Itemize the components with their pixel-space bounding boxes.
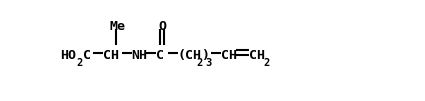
Text: NH: NH: [131, 49, 147, 62]
Text: (CH: (CH: [178, 49, 201, 62]
Text: HO: HO: [60, 49, 76, 62]
Text: 3: 3: [205, 58, 211, 68]
Text: 2: 2: [263, 58, 269, 68]
Text: Me: Me: [110, 20, 126, 33]
Text: 2: 2: [77, 58, 83, 68]
Text: CH: CH: [221, 49, 237, 62]
Text: 2: 2: [196, 58, 203, 68]
Text: C: C: [156, 49, 164, 62]
Text: C: C: [83, 49, 91, 62]
Text: O: O: [159, 20, 167, 33]
Text: CH: CH: [249, 49, 265, 62]
Text: CH: CH: [103, 49, 119, 62]
Text: ): ): [201, 49, 209, 62]
